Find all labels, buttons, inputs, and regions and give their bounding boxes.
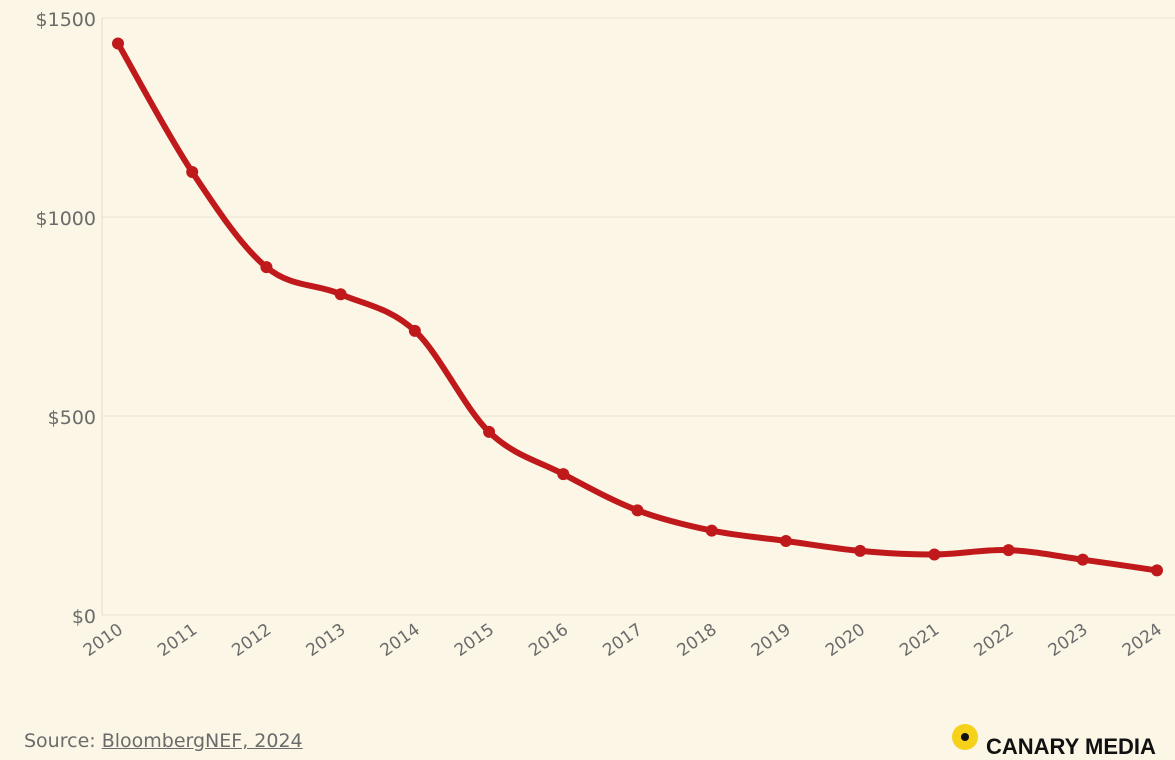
data-point (1002, 544, 1015, 557)
brand-logo: CANARY MEDIA (952, 722, 1156, 760)
data-point (557, 468, 570, 481)
x-tick-label: 2015 (451, 620, 498, 661)
data-point (854, 544, 867, 557)
x-tick-label: 2019 (748, 620, 795, 661)
x-tick-label: 2011 (154, 620, 201, 661)
canary-dot-icon (952, 724, 978, 750)
x-tick-label: 2020 (822, 620, 869, 661)
y-tick-label: $1500 (36, 9, 96, 31)
data-points (112, 37, 1163, 577)
x-tick-label: 2022 (971, 620, 1018, 661)
y-tick-label: $0 (72, 606, 96, 628)
x-tick-label: 2018 (674, 620, 721, 661)
data-point (260, 261, 273, 274)
x-tick-label: 2014 (377, 620, 424, 661)
data-point (408, 324, 421, 337)
data-point (631, 504, 644, 517)
brand-name: CANARY MEDIA (986, 734, 1156, 759)
y-tick-label: $1000 (36, 208, 96, 230)
source-prefix: Source: (24, 730, 102, 752)
data-point (112, 37, 124, 50)
x-tick-label: 2017 (599, 620, 646, 661)
x-tick-label: 2021 (896, 620, 943, 661)
data-point (779, 534, 792, 547)
y-tick-label: $500 (48, 407, 96, 429)
data-point (483, 425, 496, 438)
x-tick-label: 2023 (1045, 620, 1092, 661)
line-chart: $0$500$1000$1500 2010 2011 2012 2013 2014 201… (36, 9, 1175, 661)
data-point (928, 548, 941, 561)
x-tick-label: 2012 (228, 620, 275, 661)
x-tick-label: 2016 (525, 620, 572, 661)
x-axis: 2010 2011 2012 2013 2014 2015 2016 2017 2018 2019… (80, 620, 1166, 661)
series-line (115, 40, 1160, 574)
x-tick-label: 2024 (1119, 620, 1166, 661)
source-note: Source: BloombergNEF, 2024 (24, 730, 303, 752)
source-link[interactable]: BloombergNEF, 2024 (101, 730, 303, 752)
data-point (1076, 553, 1089, 566)
gridlines (102, 17, 1175, 616)
y-axis: $0 $500 $1000 $1500 (36, 9, 96, 628)
data-point (1151, 564, 1163, 577)
data-point (334, 288, 347, 301)
data-point (186, 166, 199, 179)
x-tick-label: 2013 (303, 620, 350, 661)
data-point (705, 524, 718, 537)
